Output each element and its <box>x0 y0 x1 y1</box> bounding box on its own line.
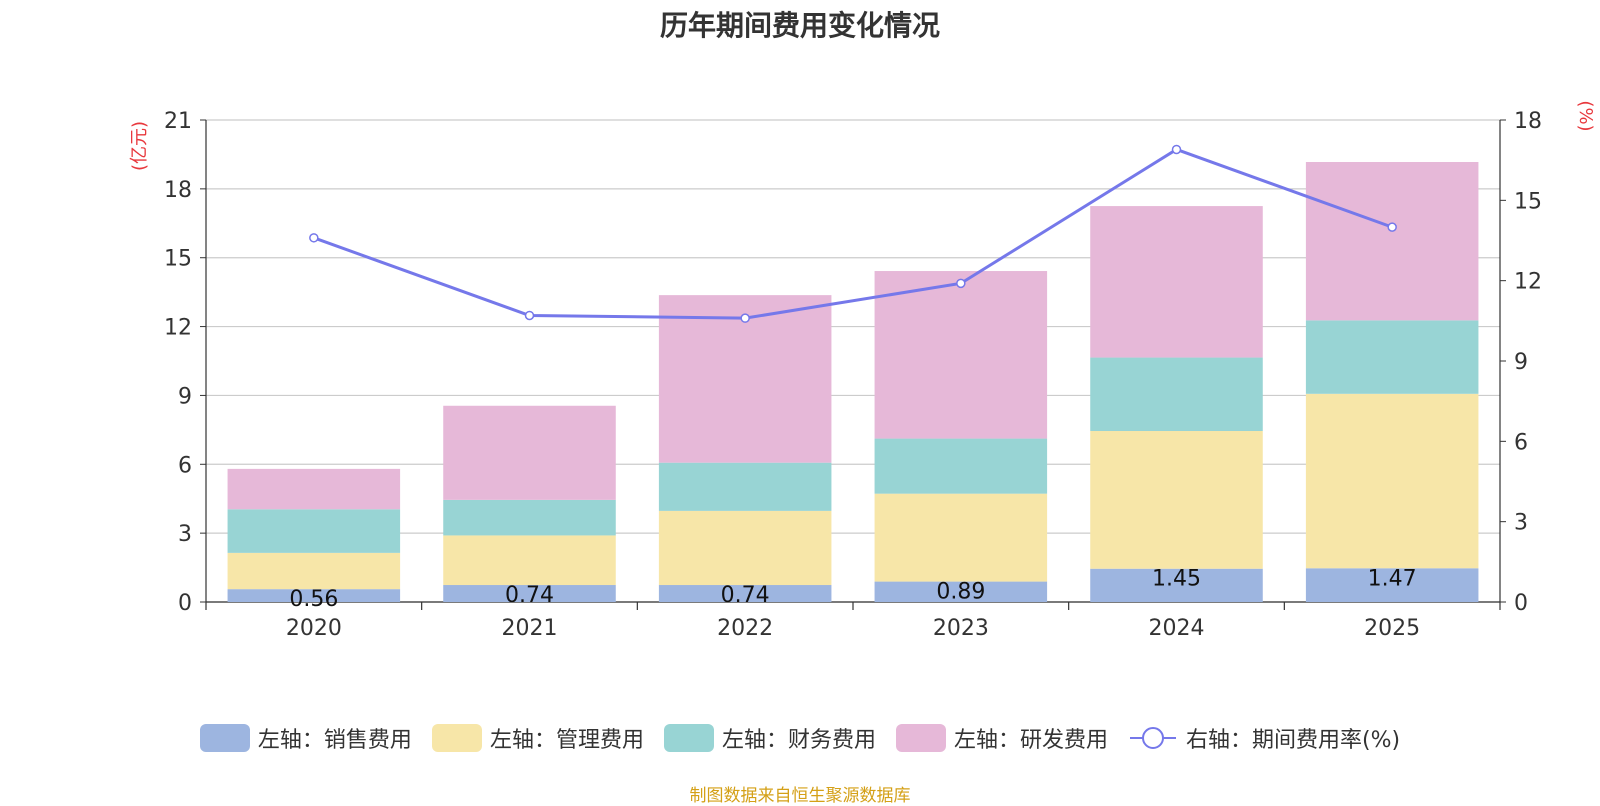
left-tick-label-1: 3 <box>178 522 192 547</box>
legend-item-rate[interactable]: 右轴：期间费用率(%) <box>1128 722 1400 754</box>
bar-s3-2024 <box>1090 206 1263 358</box>
rate-point-2020 <box>309 233 319 243</box>
legend-label-finance: 左轴：财务费用 <box>721 728 876 753</box>
bar-s0-2020 <box>227 589 401 602</box>
left-tick-label-7: 21 <box>164 109 192 134</box>
legend-swatch-admin <box>431 724 482 752</box>
bar-s0-2024 <box>1090 568 1263 602</box>
x-tick-label-2023: 2023 <box>933 616 989 641</box>
legend: 左轴：销售费用 左轴：管理费用 左轴：财务费用 左轴：研发费用 右轴：期间费用率… <box>0 722 1600 754</box>
left-tick-label-6: 18 <box>164 178 192 203</box>
x-tick-label-2025: 2025 <box>1364 616 1420 641</box>
right-tick-label-1: 3 <box>1514 511 1528 536</box>
bar-s3-2021 <box>443 405 616 500</box>
left-axis-label: (亿元) <box>129 121 150 171</box>
rate-point-2024 <box>1171 144 1182 155</box>
legend-swatch-rnd <box>895 724 946 752</box>
right-tick-label-6: 18 <box>1514 109 1542 134</box>
bar-s0-2021 <box>443 585 616 602</box>
x-tick-label-2020: 2020 <box>286 616 342 641</box>
legend-label-admin: 左轴：管理费用 <box>489 728 644 753</box>
legend-item-finance[interactable]: 左轴：财务费用 <box>663 722 876 754</box>
right-tick-label-3: 9 <box>1514 350 1528 375</box>
data-label-sales-2025: 1.47 <box>1368 566 1417 591</box>
data-label-sales-2020: 0.56 <box>289 587 338 612</box>
rate-point-2023 <box>956 278 966 289</box>
right-tick-label-5: 15 <box>1514 189 1542 214</box>
bar-s1-2023 <box>874 493 1048 582</box>
legend-item-rnd[interactable]: 左轴：研发费用 <box>895 722 1108 754</box>
legend-item-admin[interactable]: 左轴：管理费用 <box>431 722 644 754</box>
left-tick-label-5: 15 <box>164 247 192 272</box>
left-tick-label-3: 9 <box>178 384 192 409</box>
data-label-sales-2024: 1.45 <box>1152 567 1201 592</box>
source-note: 制图数据来自恒生聚源数据库 <box>689 786 911 806</box>
legend-swatch-finance <box>663 724 714 752</box>
chart-title: 历年期间费用变化情况 <box>659 9 940 42</box>
rate-point-2022 <box>740 313 750 323</box>
rate-point-2021 <box>524 310 535 321</box>
bar-s3-2020 <box>227 468 401 510</box>
x-tick-label-2022: 2022 <box>717 616 773 641</box>
bar-s2-2021 <box>443 499 616 536</box>
data-label-sales-2023: 0.89 <box>936 580 985 605</box>
right-axis-label: (%) <box>1575 100 1596 131</box>
bar-s0-2023 <box>874 581 1048 602</box>
legend-line-rate-icon <box>1129 727 1176 749</box>
bar-s1-2024 <box>1090 431 1263 569</box>
bar-s1-2021 <box>443 535 616 586</box>
legend-label-rate: 右轴：期间费用率(%) <box>1185 728 1401 753</box>
legend-label-rnd: 左轴：研发费用 <box>953 728 1108 753</box>
x-tick-label-2024: 2024 <box>1149 616 1205 641</box>
bar-s2-2022 <box>658 462 832 511</box>
bar-s2-2020 <box>227 509 401 553</box>
bar-s2-2024 <box>1090 357 1263 432</box>
bar-s2-2023 <box>874 438 1048 494</box>
right-tick-label-0: 0 <box>1514 591 1528 616</box>
x-tick-label-2021: 2021 <box>502 616 558 641</box>
right-tick-label-2: 6 <box>1514 430 1528 455</box>
bar-s0-2025 <box>1305 568 1479 602</box>
bar-s3-2022 <box>658 295 832 463</box>
legend-label-sales: 左轴：销售费用 <box>257 728 412 753</box>
bar-s2-2025 <box>1305 320 1479 394</box>
bar-s0-2022 <box>658 585 832 602</box>
bar-s3-2023 <box>874 271 1048 439</box>
right-tick-label-4: 12 <box>1514 270 1542 295</box>
data-label-sales-2022: 0.74 <box>721 583 770 608</box>
bar-s1-2020 <box>227 552 401 590</box>
rate-line <box>313 147 1393 320</box>
bar-s1-2022 <box>658 510 832 586</box>
left-tick-label-2: 6 <box>178 453 192 478</box>
data-label-sales-2021: 0.74 <box>505 583 554 608</box>
left-tick-label-4: 12 <box>164 316 192 341</box>
bar-s1-2025 <box>1305 393 1479 569</box>
left-tick-label-0: 0 <box>178 591 192 616</box>
bar-s3-2025 <box>1305 162 1479 321</box>
rate-point-2025 <box>1387 222 1397 232</box>
legend-item-sales[interactable]: 左轴：销售费用 <box>199 722 412 754</box>
legend-swatch-sales <box>199 724 250 752</box>
